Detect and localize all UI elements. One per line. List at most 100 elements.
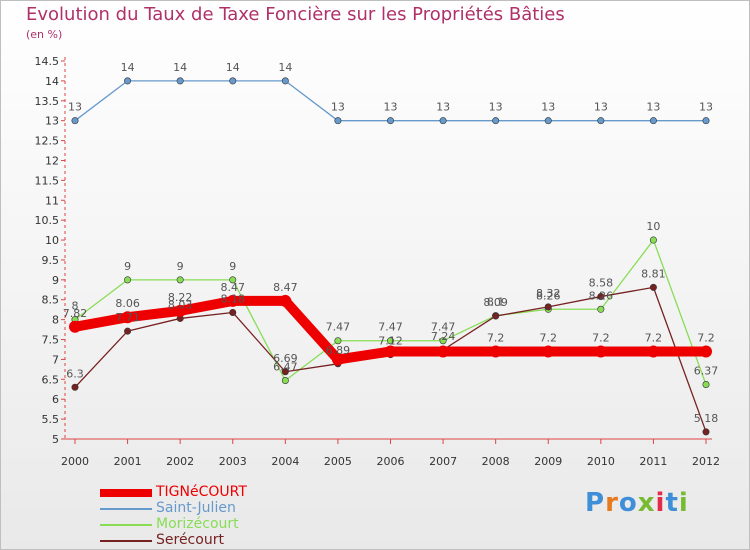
axes: 5 5.5 6 6.5 7 7.5 8 8.5 9 9.5 10 10.5 11 11.5 12 12.5 13… <box>35 55 721 468</box>
data-point <box>647 345 660 358</box>
data-point <box>331 353 344 366</box>
data-label: 7.2 <box>697 331 715 344</box>
data-point <box>384 345 397 358</box>
data-label: 8 <box>72 300 79 313</box>
y-tick-label: 11.5 <box>35 174 60 187</box>
y-tick-label: 10 <box>45 234 59 247</box>
y-tick-label: 14.5 <box>35 55 60 68</box>
proxiti-logo: Proxiti <box>585 488 689 518</box>
data-point <box>386 337 394 345</box>
data-point <box>229 77 237 85</box>
data-label: 7.2 <box>540 331 558 344</box>
data-label: 13 <box>541 101 555 114</box>
data-label: 7.12 <box>378 335 403 348</box>
data-label: 8.32 <box>536 287 561 300</box>
y-tick-label: 7 <box>52 353 59 366</box>
data-point <box>386 117 394 125</box>
data-label: 9 <box>177 260 184 273</box>
data-label: 8.1 <box>487 296 505 309</box>
y-tick-label: 13 <box>45 115 59 128</box>
logo-letter: o <box>618 488 638 518</box>
data-point <box>121 311 134 324</box>
data-label: 7.2 <box>487 331 505 344</box>
data-label: 8.22 <box>168 291 193 304</box>
data-label: 6.47 <box>273 361 298 374</box>
data-point <box>649 236 657 244</box>
data-label: 8.47 <box>273 281 298 294</box>
y-tick-label: 9.5 <box>42 254 60 267</box>
y-tick-label: 6 <box>52 393 59 406</box>
chart-title: Evolution du Taux de Taxe Foncière sur l… <box>26 4 565 25</box>
data-point <box>439 337 447 345</box>
logo-letter: r <box>605 488 619 518</box>
y-tick-label: 7.5 <box>42 334 60 347</box>
series-tign-court <box>69 294 712 366</box>
y-tick-label: 14 <box>45 75 59 88</box>
x-tick-label: 2005 <box>324 455 352 468</box>
y-tick-label: 10.5 <box>35 214 60 227</box>
data-label: 7.24 <box>431 330 456 343</box>
data-point <box>544 117 552 125</box>
legend-label: TIGNéCOURT <box>156 484 247 500</box>
data-label: 13 <box>68 101 82 114</box>
data-label: 9 <box>124 260 131 273</box>
data-label: 8.58 <box>589 277 614 290</box>
logo-letter: P <box>585 488 606 518</box>
data-label: 13 <box>489 101 503 114</box>
x-tick-label: 2008 <box>482 455 510 468</box>
data-point <box>492 312 500 320</box>
data-label: 8.09 <box>483 296 508 309</box>
data-point <box>124 77 132 85</box>
data-point <box>597 305 605 313</box>
logo-letter: i <box>678 488 689 518</box>
x-tick-label: 2012 <box>692 455 720 468</box>
y-tick-label: 11 <box>45 194 59 207</box>
data-point <box>229 308 237 316</box>
data-label: 7.47 <box>431 321 456 334</box>
x-tick-label: 2006 <box>377 455 405 468</box>
y-tick-label: 5 <box>52 433 59 446</box>
x-tick-label: 2007 <box>429 455 457 468</box>
series-group <box>69 77 712 436</box>
series-saint-julien <box>71 77 710 125</box>
data-label: 8.18 <box>221 292 246 305</box>
data-point <box>279 294 292 307</box>
data-point <box>176 276 184 284</box>
data-label: 5.18 <box>694 412 719 425</box>
data-point <box>281 377 289 385</box>
data-point <box>702 380 710 388</box>
x-tick-label: 2002 <box>166 455 194 468</box>
data-point <box>649 283 657 291</box>
data-label: 8.47 <box>221 281 246 294</box>
data-point <box>594 345 607 358</box>
data-point <box>597 117 605 125</box>
x-tick-label: 2004 <box>271 455 299 468</box>
legend-label: Serécourt <box>156 532 224 548</box>
legend-swatch <box>100 524 152 526</box>
data-point <box>649 117 657 125</box>
data-point <box>124 276 132 284</box>
data-label: 6.37 <box>694 364 719 377</box>
data-point <box>226 294 239 307</box>
data-label: 14 <box>278 61 292 74</box>
data-label: 13 <box>699 101 713 114</box>
data-point <box>542 345 555 358</box>
data-label: 8.81 <box>641 267 666 280</box>
x-tick-label: 2009 <box>534 455 562 468</box>
data-label: 8.26 <box>536 289 561 302</box>
y-tick-label: 12 <box>45 154 59 167</box>
data-label: 14 <box>226 61 240 74</box>
data-point <box>702 428 710 436</box>
chart-subtitle: (en %) <box>26 28 63 41</box>
data-point <box>597 293 605 301</box>
legend-label: Saint-Julien <box>156 500 236 516</box>
y-tick-label: 9 <box>52 274 59 287</box>
data-point <box>437 345 450 358</box>
data-point <box>281 368 289 376</box>
data-point <box>489 345 502 358</box>
x-tick-label: 2010 <box>587 455 615 468</box>
logo-letter: t <box>665 488 679 518</box>
legend-swatch <box>100 508 152 510</box>
